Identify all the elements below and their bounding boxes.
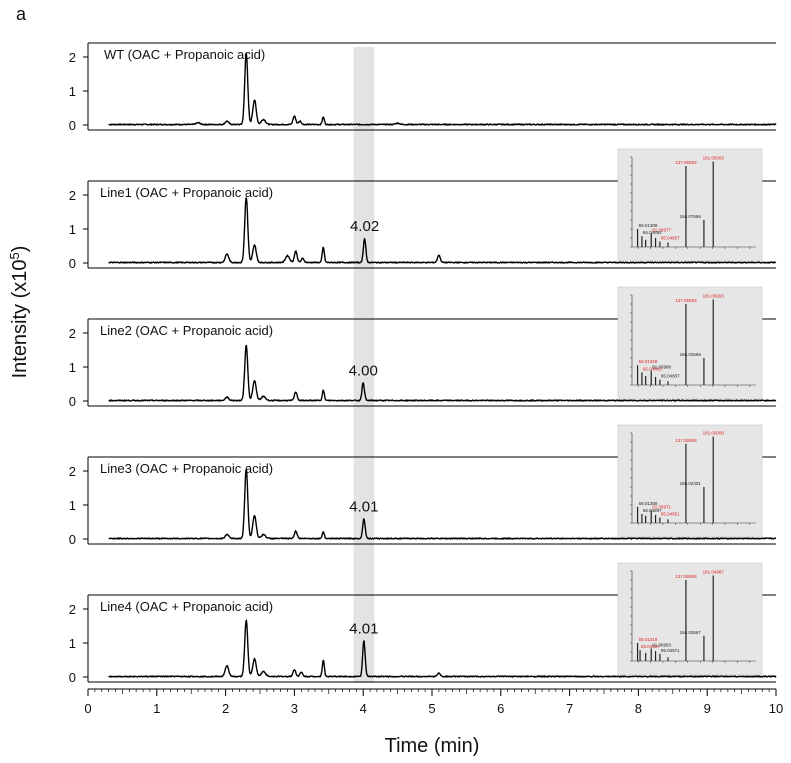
spectrum-peak-label: 181.05000 bbox=[703, 431, 725, 436]
spectrum-peak-label: 59.01258 bbox=[639, 501, 658, 506]
spectrum-peak-label: 81.06977 bbox=[652, 228, 671, 233]
spectrum-peak-label: 59.01318 bbox=[639, 637, 658, 642]
panel-label: Line4 (OAC + Propanoic acid) bbox=[100, 599, 273, 614]
x-tick-label: 10 bbox=[769, 701, 783, 716]
peak-rt-label: 4.01 bbox=[349, 498, 378, 515]
panel-1: 0 1 2 Line1 (OAC + Propanoic acid) 4.02 137.0… bbox=[69, 148, 777, 271]
y-tick-label: 2 bbox=[69, 602, 76, 617]
inset-background bbox=[617, 286, 763, 400]
chromatogram-trace bbox=[108, 52, 777, 126]
panels-layer: 0 1 2 WT (OAC + Propanoic acid) 0 1 2 Line1 (OA… bbox=[69, 42, 777, 685]
figure-letter: a bbox=[16, 4, 27, 24]
panel-3: 0 1 2 Line3 (OAC + Propanoic acid) 4.01 137.0… bbox=[69, 424, 777, 547]
inset-background bbox=[617, 562, 763, 676]
y-axis-title-close: ) bbox=[9, 246, 31, 253]
x-tick-label: 6 bbox=[497, 701, 504, 716]
spectrum-peak-label: 166.02669 bbox=[680, 352, 702, 357]
y-tick-label: 2 bbox=[69, 188, 76, 203]
highlight-band-layer bbox=[353, 47, 375, 683]
y-tick-label: 1 bbox=[69, 360, 76, 375]
spectrum-peak-label: 81.06971 bbox=[652, 504, 671, 509]
spectrum-peak-label: 59.01308 bbox=[639, 223, 658, 228]
y-tick-label: 0 bbox=[69, 118, 76, 133]
spectrum-peak-label: 181.06693 bbox=[703, 294, 725, 299]
spectrum-peak-label: 137.05983 bbox=[675, 438, 697, 443]
spectrum-peak-label: 137.05983 bbox=[675, 160, 697, 165]
y-tick-label: 2 bbox=[69, 464, 76, 479]
mass-spectrum-inset: 137.05983 181.05000 166.02301 81.06971 95.04… bbox=[617, 424, 763, 538]
spectrum-peak-label: 66.04892 bbox=[643, 230, 662, 235]
spectrum-peak-label: 63.04907 bbox=[641, 644, 660, 649]
y-tick-label: 0 bbox=[69, 256, 76, 271]
x-tick-label: 0 bbox=[84, 701, 91, 716]
spectrum-peak-label: 66.04897 bbox=[643, 508, 662, 513]
y-tick-label: 2 bbox=[69, 50, 76, 65]
x-tick-label: 8 bbox=[635, 701, 642, 716]
x-tick-label: 9 bbox=[704, 701, 711, 716]
spectrum-peak-label: 81.06993 bbox=[652, 642, 671, 647]
spectrum-peak-label: 66.04892 bbox=[643, 366, 662, 371]
x-axis-title: Time (min) bbox=[385, 735, 480, 757]
spectrum-peak-label: 166.07666 bbox=[680, 214, 702, 219]
y-tick-label: 0 bbox=[69, 394, 76, 409]
y-axis-title-exp: 5 bbox=[7, 252, 22, 259]
x-axis: 0 1 2 3 4 5 6 7 8 9 10 bbox=[84, 688, 783, 716]
mass-spectrum-inset: 137.05983 181.04987 166.02667 59.01318 63.04… bbox=[617, 562, 763, 676]
peak-rt-label: 4.00 bbox=[349, 362, 378, 379]
spectrum-peak-label: 95.04857 bbox=[661, 374, 680, 379]
x-tick-label: 1 bbox=[153, 701, 160, 716]
chromatogram-trace bbox=[108, 344, 777, 402]
spectrum-peak-label: 95.04857 bbox=[661, 236, 680, 241]
y-tick-label: 2 bbox=[69, 326, 76, 341]
chromatogram-trace bbox=[108, 619, 777, 678]
y-tick-label: 1 bbox=[69, 222, 76, 237]
mass-spectrum-inset: 137.05983 181.05003 166.07666 81.06977 95.04… bbox=[617, 148, 763, 262]
x-tick-label: 2 bbox=[222, 701, 229, 716]
chromatogram-trace bbox=[108, 468, 777, 540]
spectrum-peak-label: 137.05983 bbox=[675, 574, 697, 579]
spectrum-peak-label: 81.06988 bbox=[652, 365, 671, 370]
panel-label: Line1 (OAC + Propanoic acid) bbox=[100, 185, 273, 200]
spectrum-peak-label: 59.01258 bbox=[639, 359, 658, 364]
chromatogram-trace bbox=[108, 197, 777, 264]
y-axis-title: Intensity (x105) bbox=[7, 246, 31, 379]
x-tick-label: 7 bbox=[566, 701, 573, 716]
spectrum-peak-label: 181.05003 bbox=[703, 156, 725, 161]
panel-2: 0 1 2 Line2 (OAC + Propanoic acid) 4.00 137.0… bbox=[69, 286, 777, 409]
spectrum-peak-label: 137.05983 bbox=[675, 298, 697, 303]
x-tick-label: 5 bbox=[428, 701, 435, 716]
panel-label: WT (OAC + Propanoic acid) bbox=[104, 47, 265, 62]
spectrum-peak-label: 181.04987 bbox=[703, 570, 725, 575]
panel-label: Line2 (OAC + Propanoic acid) bbox=[100, 323, 273, 338]
peak-rt-label: 4.01 bbox=[349, 620, 378, 637]
spectrum-peak-label: 166.02301 bbox=[680, 481, 702, 486]
peak-rt-label: 4.02 bbox=[350, 218, 379, 235]
panel-4: 0 1 2 Line4 (OAC + Propanoic acid) 4.01 137.0… bbox=[69, 562, 777, 685]
panel-label: Line3 (OAC + Propanoic acid) bbox=[100, 461, 273, 476]
y-tick-label: 1 bbox=[69, 636, 76, 651]
spectrum-peak-label: 166.02667 bbox=[680, 630, 702, 635]
spectrum-peak-label: 95.04971 bbox=[661, 648, 680, 653]
highlight-band bbox=[353, 47, 375, 683]
x-tick-label: 4 bbox=[360, 701, 367, 716]
y-tick-label: 0 bbox=[69, 532, 76, 547]
y-axis-title-main: Intensity (x10 bbox=[9, 259, 31, 378]
mass-spectrum-inset: 137.05983 181.06693 166.02669 59.01258 66.04… bbox=[617, 286, 763, 400]
y-tick-label: 1 bbox=[69, 498, 76, 513]
spectrum-peak-label: 95.04851 bbox=[661, 512, 680, 517]
x-tick-label: 3 bbox=[291, 701, 298, 716]
inset-background bbox=[617, 148, 763, 262]
panel-0: 0 1 2 WT (OAC + Propanoic acid) bbox=[69, 42, 777, 133]
y-tick-label: 1 bbox=[69, 84, 76, 99]
y-tick-label: 0 bbox=[69, 670, 76, 685]
